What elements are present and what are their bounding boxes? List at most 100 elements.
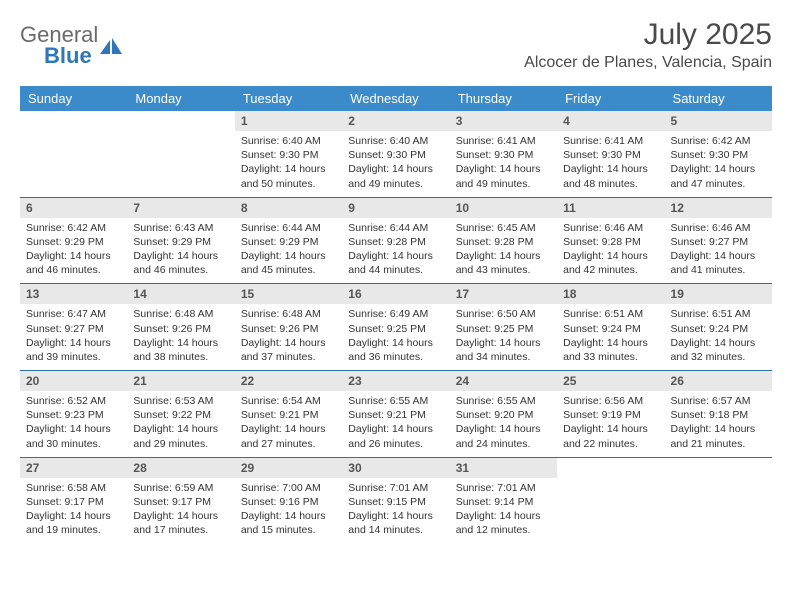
day-details: Sunrise: 6:55 AMSunset: 9:20 PMDaylight:… <box>450 391 557 457</box>
sunset-line: Sunset: 9:30 PM <box>241 148 336 162</box>
day-details: Sunrise: 6:59 AMSunset: 9:17 PMDaylight:… <box>127 478 234 544</box>
day-details: Sunrise: 6:58 AMSunset: 9:17 PMDaylight:… <box>20 478 127 544</box>
daylight-line: Daylight: 14 hours and 24 minutes. <box>456 422 551 450</box>
sunset-line: Sunset: 9:24 PM <box>671 322 766 336</box>
daylight-line: Daylight: 14 hours and 44 minutes. <box>348 249 443 277</box>
daylight-line: Daylight: 14 hours and 15 minutes. <box>241 509 336 537</box>
sunset-line: Sunset: 9:28 PM <box>348 235 443 249</box>
day-number: 31 <box>450 458 557 478</box>
brand-logo: General Blue <box>20 18 122 67</box>
daylight-line: Daylight: 14 hours and 37 minutes. <box>241 336 336 364</box>
daylight-line: Daylight: 14 hours and 48 minutes. <box>563 162 658 190</box>
sunrise-line: Sunrise: 6:45 AM <box>456 221 551 235</box>
calendar-day-cell: 4Sunrise: 6:41 AMSunset: 9:30 PMDaylight… <box>557 111 664 197</box>
sunrise-line: Sunrise: 6:41 AM <box>563 134 658 148</box>
day-number: 18 <box>557 284 664 304</box>
sunrise-line: Sunrise: 6:56 AM <box>563 394 658 408</box>
calendar-day-cell: 17Sunrise: 6:50 AMSunset: 9:25 PMDayligh… <box>450 284 557 371</box>
day-number: 30 <box>342 458 449 478</box>
logo-text-block: General Blue <box>20 24 98 67</box>
sunrise-line: Sunrise: 6:48 AM <box>133 307 228 321</box>
day-details: Sunrise: 6:54 AMSunset: 9:21 PMDaylight:… <box>235 391 342 457</box>
calendar-table: Sunday Monday Tuesday Wednesday Thursday… <box>20 86 772 543</box>
daylight-line: Daylight: 14 hours and 21 minutes. <box>671 422 766 450</box>
day-number: 20 <box>20 371 127 391</box>
calendar-day-cell <box>665 457 772 543</box>
day-number: 22 <box>235 371 342 391</box>
daylight-line: Daylight: 14 hours and 27 minutes. <box>241 422 336 450</box>
daylight-line: Daylight: 14 hours and 46 minutes. <box>133 249 228 277</box>
sunset-line: Sunset: 9:15 PM <box>348 495 443 509</box>
sunset-line: Sunset: 9:19 PM <box>563 408 658 422</box>
daylight-line: Daylight: 14 hours and 34 minutes. <box>456 336 551 364</box>
day-number: 3 <box>450 111 557 131</box>
day-details: Sunrise: 6:46 AMSunset: 9:28 PMDaylight:… <box>557 218 664 284</box>
calendar-day-cell: 13Sunrise: 6:47 AMSunset: 9:27 PMDayligh… <box>20 284 127 371</box>
month-title: July 2025 <box>524 18 772 52</box>
day-number: 23 <box>342 371 449 391</box>
sunrise-line: Sunrise: 6:53 AM <box>133 394 228 408</box>
sunset-line: Sunset: 9:27 PM <box>26 322 121 336</box>
location-subtitle: Alcocer de Planes, Valencia, Spain <box>524 54 772 72</box>
weekday-header: Sunday <box>20 86 127 111</box>
day-number: 21 <box>127 371 234 391</box>
sunset-line: Sunset: 9:23 PM <box>26 408 121 422</box>
day-details: Sunrise: 6:45 AMSunset: 9:28 PMDaylight:… <box>450 218 557 284</box>
sunset-line: Sunset: 9:17 PM <box>133 495 228 509</box>
day-details: Sunrise: 6:49 AMSunset: 9:25 PMDaylight:… <box>342 304 449 370</box>
calendar-day-cell: 24Sunrise: 6:55 AMSunset: 9:20 PMDayligh… <box>450 371 557 458</box>
day-details: Sunrise: 7:01 AMSunset: 9:14 PMDaylight:… <box>450 478 557 544</box>
day-details: Sunrise: 6:44 AMSunset: 9:28 PMDaylight:… <box>342 218 449 284</box>
day-details: Sunrise: 6:48 AMSunset: 9:26 PMDaylight:… <box>235 304 342 370</box>
sunrise-line: Sunrise: 6:51 AM <box>671 307 766 321</box>
daylight-line: Daylight: 14 hours and 49 minutes. <box>456 162 551 190</box>
sunrise-line: Sunrise: 7:00 AM <box>241 481 336 495</box>
day-details: Sunrise: 6:41 AMSunset: 9:30 PMDaylight:… <box>557 131 664 197</box>
sunset-line: Sunset: 9:14 PM <box>456 495 551 509</box>
sunset-line: Sunset: 9:25 PM <box>348 322 443 336</box>
calendar-day-cell: 23Sunrise: 6:55 AMSunset: 9:21 PMDayligh… <box>342 371 449 458</box>
sunrise-line: Sunrise: 6:40 AM <box>241 134 336 148</box>
calendar-day-cell <box>127 111 234 197</box>
calendar-day-cell: 19Sunrise: 6:51 AMSunset: 9:24 PMDayligh… <box>665 284 772 371</box>
day-number: 9 <box>342 198 449 218</box>
sail-icon <box>100 38 122 54</box>
sunrise-line: Sunrise: 6:43 AM <box>133 221 228 235</box>
sunrise-line: Sunrise: 6:51 AM <box>563 307 658 321</box>
weekday-header: Tuesday <box>235 86 342 111</box>
day-number: 14 <box>127 284 234 304</box>
sunrise-line: Sunrise: 6:58 AM <box>26 481 121 495</box>
daylight-line: Daylight: 14 hours and 49 minutes. <box>348 162 443 190</box>
daylight-line: Daylight: 14 hours and 42 minutes. <box>563 249 658 277</box>
calendar-day-cell: 22Sunrise: 6:54 AMSunset: 9:21 PMDayligh… <box>235 371 342 458</box>
sunset-line: Sunset: 9:25 PM <box>456 322 551 336</box>
sunset-line: Sunset: 9:28 PM <box>456 235 551 249</box>
sunset-line: Sunset: 9:27 PM <box>671 235 766 249</box>
day-number: 28 <box>127 458 234 478</box>
calendar-week-row: 1Sunrise: 6:40 AMSunset: 9:30 PMDaylight… <box>20 111 772 197</box>
day-number: 4 <box>557 111 664 131</box>
sunrise-line: Sunrise: 6:44 AM <box>241 221 336 235</box>
calendar-day-cell: 21Sunrise: 6:53 AMSunset: 9:22 PMDayligh… <box>127 371 234 458</box>
day-details: Sunrise: 6:42 AMSunset: 9:30 PMDaylight:… <box>665 131 772 197</box>
calendar-day-cell: 20Sunrise: 6:52 AMSunset: 9:23 PMDayligh… <box>20 371 127 458</box>
weekday-header: Friday <box>557 86 664 111</box>
sunset-line: Sunset: 9:17 PM <box>26 495 121 509</box>
weekday-header: Monday <box>127 86 234 111</box>
sunset-line: Sunset: 9:24 PM <box>563 322 658 336</box>
day-number: 24 <box>450 371 557 391</box>
day-details: Sunrise: 6:51 AMSunset: 9:24 PMDaylight:… <box>557 304 664 370</box>
daylight-line: Daylight: 14 hours and 41 minutes. <box>671 249 766 277</box>
calendar-day-cell: 31Sunrise: 7:01 AMSunset: 9:14 PMDayligh… <box>450 457 557 543</box>
sunrise-line: Sunrise: 6:48 AM <box>241 307 336 321</box>
calendar-day-cell: 16Sunrise: 6:49 AMSunset: 9:25 PMDayligh… <box>342 284 449 371</box>
day-number: 16 <box>342 284 449 304</box>
daylight-line: Daylight: 14 hours and 19 minutes. <box>26 509 121 537</box>
day-details: Sunrise: 6:41 AMSunset: 9:30 PMDaylight:… <box>450 131 557 197</box>
daylight-line: Daylight: 14 hours and 46 minutes. <box>26 249 121 277</box>
calendar-day-cell: 14Sunrise: 6:48 AMSunset: 9:26 PMDayligh… <box>127 284 234 371</box>
daylight-line: Daylight: 14 hours and 36 minutes. <box>348 336 443 364</box>
title-block: July 2025 Alcocer de Planes, Valencia, S… <box>524 18 772 72</box>
day-details: Sunrise: 6:42 AMSunset: 9:29 PMDaylight:… <box>20 218 127 284</box>
day-details: Sunrise: 6:46 AMSunset: 9:27 PMDaylight:… <box>665 218 772 284</box>
